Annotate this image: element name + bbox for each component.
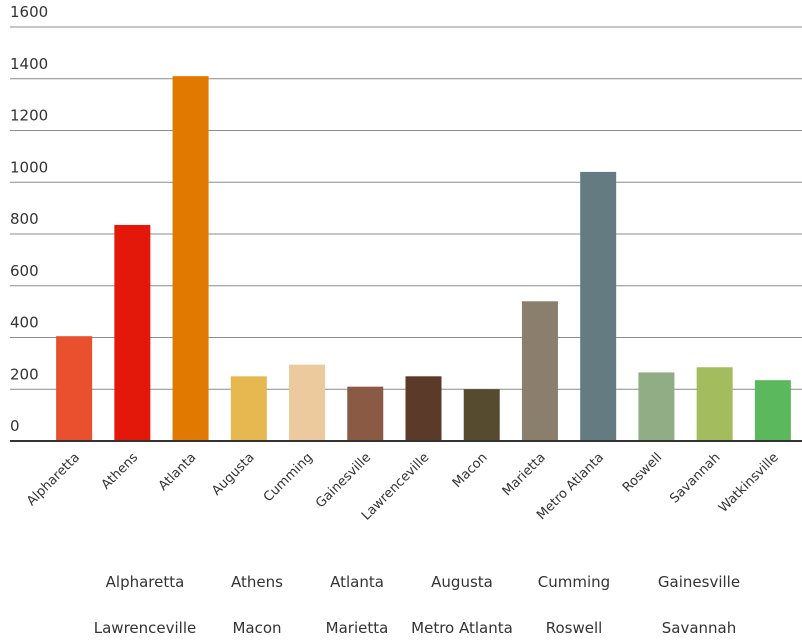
y-tick-label: 1200 [10,107,48,125]
bar [172,76,209,441]
legend-item: Lawrenceville [94,619,196,637]
y-tick-label: 1600 [10,3,48,21]
x-tick-label: Atlanta [156,450,200,494]
y-axis-tick-labels: 0 200 400 600 800 1000 1200 1400 1600 [10,3,48,435]
bar [56,336,93,441]
bar [405,376,442,441]
legend-item: Gainesville [658,573,740,591]
bar [696,367,733,441]
legend-item: Athens [231,573,283,591]
bar [638,372,675,441]
y-tick-label: 1400 [10,55,48,73]
bar [580,171,617,441]
legend-item: Macon [232,619,281,637]
legend-item: Cumming [538,573,610,591]
bar [114,224,151,441]
x-tick-label: Cumming [261,450,316,505]
legend-item: Roswell [546,619,603,637]
x-tick-label: Marietta [500,450,549,499]
bar [230,376,267,441]
legend-item: Alpharetta [106,573,185,591]
x-tick-label: Roswell [620,450,665,495]
legend-item: Atlanta [330,573,384,591]
x-tick-label: Gainesville [313,450,374,511]
bars [56,76,791,441]
legend-item: Marietta [326,619,389,637]
x-tick-label: Watkinsville [716,450,782,516]
x-axis-tick-labels: Alpharetta Athens Atlanta Augusta CummingGai… [24,450,782,524]
bar [463,389,500,441]
y-tick-label: 400 [10,314,39,332]
legend-item: Metro Atlanta [411,619,513,637]
x-tick-label: Savannah [667,450,723,506]
y-tick-label: 0 [10,417,20,435]
legend-item: Savannah [662,619,737,637]
bar [347,386,384,441]
x-tick-label: Augusta [209,450,257,498]
y-tick-label: 200 [10,365,39,383]
bar [521,301,558,441]
y-tick-label: 800 [10,210,39,228]
legend-item: Augusta [431,573,493,591]
x-tick-label: Alpharetta [24,450,83,509]
y-tick-label: 600 [10,262,39,280]
y-tick-label: 1000 [10,158,48,176]
x-tick-label: Athens [99,450,142,493]
x-tick-label: Macon [450,450,491,491]
legend: Alpharetta Athens Atlanta Augusta Cumming Gai… [94,573,740,637]
bar [289,364,326,441]
bar [754,380,791,441]
